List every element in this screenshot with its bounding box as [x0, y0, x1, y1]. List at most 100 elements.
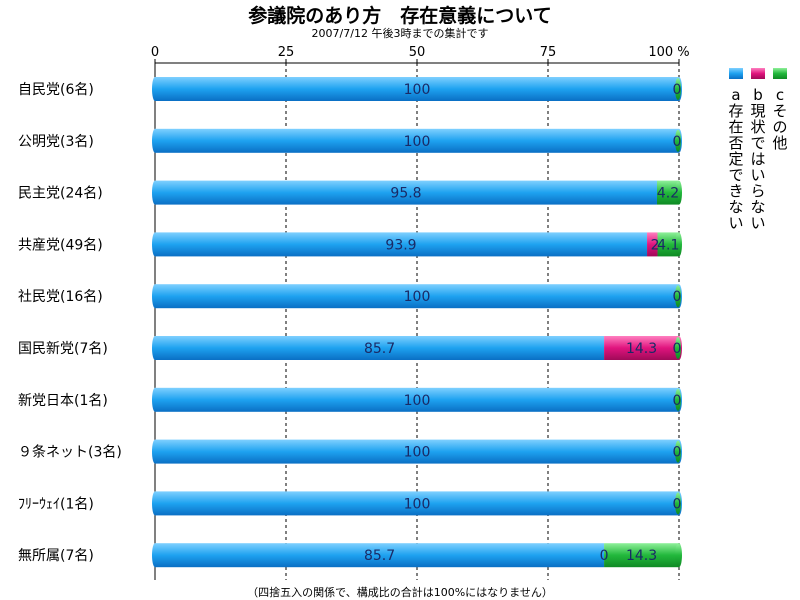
- legend-swatch-a: [729, 68, 743, 79]
- x-tick-label: 25: [278, 45, 295, 60]
- bar-segment-c: [657, 232, 679, 257]
- data-label-c: 0: [673, 393, 682, 409]
- legend-char: は: [750, 150, 765, 168]
- category-label: 国民新党(7名): [18, 341, 108, 357]
- data-label-a: 95.8: [390, 186, 421, 202]
- legend-swatch-c: [773, 68, 787, 79]
- bar-segment-a: [155, 77, 679, 101]
- bars: [152, 77, 682, 568]
- bar-segment-c: [604, 543, 679, 568]
- category-label: 公明党(3名): [18, 134, 94, 150]
- data-label-a: 100: [404, 393, 431, 409]
- bar-cap-left: [152, 491, 158, 516]
- category-labels: 自民党(6名) 公明党(3名) 民主党(24名) 共産党(49名) 社民党(16名) 国民…: [18, 82, 122, 564]
- legend-char: 定: [728, 150, 743, 168]
- bar-cap-left: [152, 387, 158, 412]
- legend-char: な: [728, 198, 743, 216]
- data-label-c: 0: [673, 82, 682, 98]
- category-label: ９条ネット(3名): [18, 444, 122, 461]
- data-label-a: 85.7: [364, 341, 395, 357]
- x-tick-label: 50: [409, 45, 426, 60]
- data-labels: 100 0 100 0 95.8 4.2 93.9 24.1 100 0 85.7 14.3 0 100 0…: [364, 82, 682, 564]
- data-label-c: 0: [673, 341, 682, 357]
- data-label-b: 0: [600, 548, 609, 564]
- data-label-c: 0: [673, 496, 682, 512]
- legend-char: で: [750, 134, 765, 152]
- data-label-b: 14.3: [626, 341, 657, 357]
- bar-cap-left: [152, 543, 158, 568]
- category-label: 民主党(24名): [18, 186, 103, 202]
- chart-title: 参議院のあり方 存在意義について: [248, 4, 551, 27]
- bar-cap-left: [152, 284, 158, 309]
- legend-char: い: [728, 214, 743, 232]
- data-label-a: 100: [404, 82, 431, 98]
- x-tick-label: 0: [151, 45, 159, 60]
- legend-char: 他: [772, 134, 787, 152]
- bar-end-cap: [675, 544, 681, 567]
- bar-segment-a: [155, 439, 679, 464]
- bar-end-cap: [675, 129, 681, 152]
- x-tick-label: 100 %: [648, 45, 689, 60]
- bar-segment-a: [155, 128, 679, 153]
- bar-cap-left: [152, 180, 158, 205]
- legend-char: 存: [728, 102, 743, 120]
- legend-char: 在: [728, 118, 743, 136]
- data-label-a: 85.7: [364, 548, 395, 564]
- bar-end-cap: [675, 233, 681, 256]
- bar-end-cap: [675, 492, 681, 515]
- bar-end-cap: [675, 440, 681, 463]
- legend-char: 否: [728, 134, 743, 152]
- bar-segment-a: [155, 543, 605, 568]
- data-label-b: 2: [651, 237, 660, 253]
- x-tick-label: 75: [540, 45, 557, 60]
- data-label-c: 4.2: [657, 186, 679, 202]
- bar-segment-c: [656, 180, 679, 205]
- legend-char: い: [750, 214, 765, 232]
- legend-char: ら: [750, 182, 765, 200]
- bar-cap-left: [152, 439, 158, 464]
- legend-char: の: [772, 118, 787, 136]
- bar-segment-b: [604, 336, 679, 360]
- category-label: 新党日本(1名): [18, 393, 108, 409]
- data-label-a: 100: [404, 445, 431, 461]
- data-label-c: 4.1: [657, 237, 679, 253]
- bar-end-cap: [675, 388, 681, 411]
- bar-segment-a: [155, 232, 648, 257]
- category-label: ﾌﾘｰｳｪｲ(1名): [18, 496, 94, 512]
- legend-swatch-b: [751, 68, 765, 79]
- bar-segment-a: [155, 180, 657, 205]
- legend-char: 現: [750, 102, 765, 120]
- x-axis-ticks: 0 25 50 75 100 %: [151, 45, 690, 63]
- bar-segment-b: [647, 232, 658, 257]
- data-label-c: 14.3: [626, 548, 657, 564]
- bar-segment-a: [155, 336, 605, 360]
- bar-segment-a: [155, 387, 679, 412]
- bar-end-cap: [675, 78, 681, 100]
- legend-char: き: [728, 182, 743, 200]
- footnote: （四捨五入の関係で、構成比の合計は100%にはなりません）: [247, 585, 553, 599]
- bar-cap-left: [152, 128, 158, 153]
- legend-char: い: [750, 166, 765, 184]
- legend-char: な: [750, 198, 765, 216]
- bar-segment-a: [155, 284, 679, 309]
- data-label-c: 0: [673, 289, 682, 305]
- data-label-a: 100: [404, 289, 431, 305]
- legend-char: 状: [750, 118, 765, 136]
- chart-subtitle: 2007/7/12 午後3時までの集計です: [312, 26, 489, 40]
- category-label: 共産党(49名): [18, 237, 103, 253]
- data-label-a: 93.9: [385, 237, 416, 253]
- data-label-c: 0: [673, 445, 682, 461]
- legend-char: a: [731, 86, 740, 104]
- legend-char: そ: [772, 102, 787, 120]
- legend-char: c: [776, 86, 784, 104]
- bar-end-cap: [675, 181, 681, 204]
- bar-segment-a: [155, 491, 679, 516]
- data-label-c: 0: [673, 134, 682, 150]
- category-label: 自民党(6名): [18, 82, 94, 98]
- bar-end-cap: [675, 337, 681, 359]
- bar-cap-left: [152, 336, 158, 360]
- category-label: 無所属(7名): [18, 548, 94, 564]
- data-label-a: 100: [404, 134, 431, 150]
